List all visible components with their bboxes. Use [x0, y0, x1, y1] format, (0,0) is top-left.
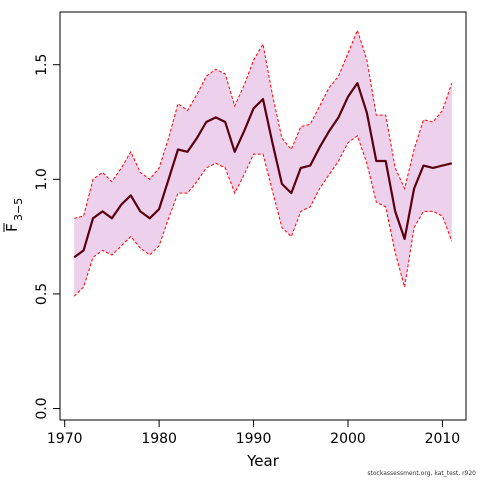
- x-tick-label: 1990: [236, 431, 272, 447]
- confidence-band: [74, 30, 452, 297]
- x-tick-label: 1970: [47, 431, 83, 447]
- y-axis-label: F 3−5: [3, 198, 25, 232]
- lower-bound-line: [73, 134, 453, 297]
- x-tick-label: 1980: [141, 431, 177, 447]
- y-tick-label: 1.0: [34, 168, 50, 190]
- x-tick-label: 2000: [330, 431, 366, 447]
- upper-bound-line: [74, 28, 453, 219]
- y-axis-label-main: F: [3, 223, 21, 232]
- y-axis: 0.0 0.5 1.0 1.5: [34, 54, 60, 420]
- y-tick-label: 1.5: [34, 54, 50, 76]
- credit-text: stockassessment.org, kat_test, r920: [367, 470, 476, 477]
- y-tick-label: 0.0: [34, 397, 50, 419]
- x-axis-label: Year: [246, 452, 280, 470]
- x-axis: 1970 1980 1990 2000 2010: [47, 420, 460, 447]
- estimate-line: [73, 81, 453, 259]
- plot-frame: [59, 11, 467, 421]
- y-axis-label-subscript: 3−5: [12, 198, 25, 221]
- y-tick-label: 0.5: [34, 283, 50, 305]
- x-tick-label: 2010: [425, 431, 461, 447]
